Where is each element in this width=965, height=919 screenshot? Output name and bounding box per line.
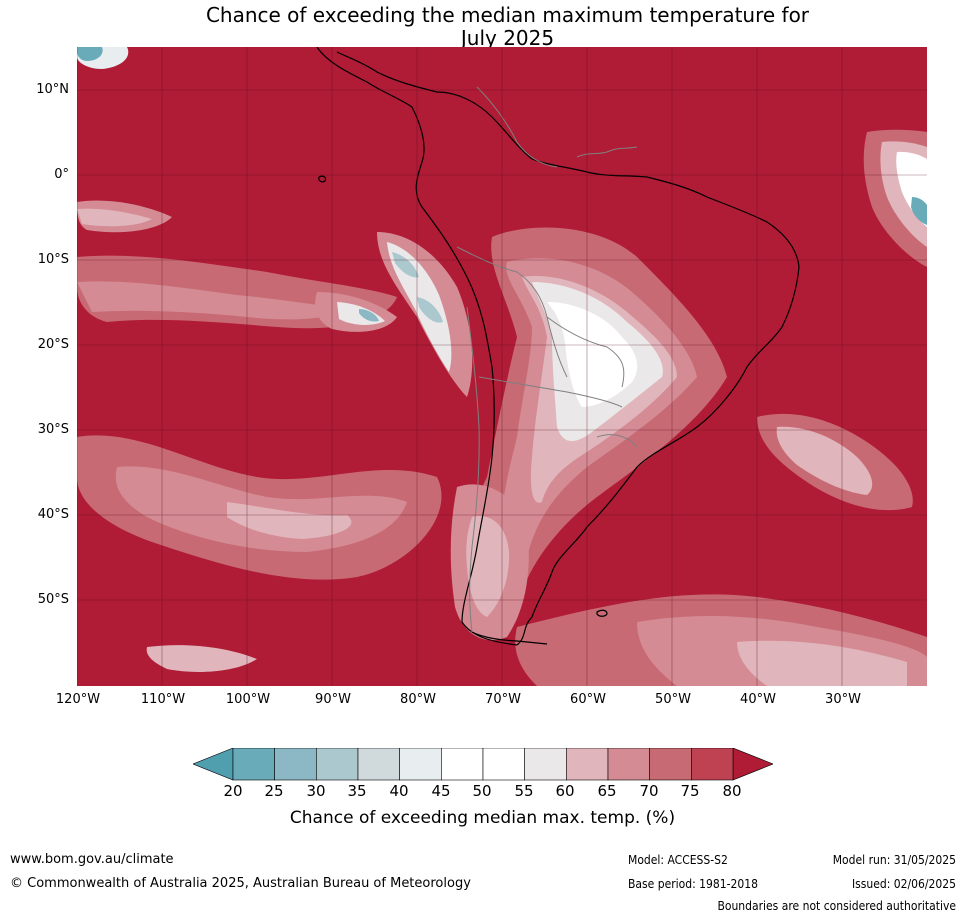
shade-southeast-band-lighter [737,640,907,686]
colorbar-tick-80: 80 [722,782,742,800]
shade-peru-coast-blue [392,252,419,278]
title-line-2: July 2025 [460,26,555,50]
colorbar-tick-65: 65 [597,782,617,800]
colorbar-segment [316,748,359,781]
colorbar-segment [441,748,484,781]
colorbar-tick-35: 35 [347,782,367,800]
lon-label-60w: 60°W [570,692,606,707]
disclaimer-text: Boundaries are not considered authoritat… [717,899,956,913]
coastline-north-caribbean [336,51,533,160]
border-guianas [576,146,638,158]
lat-label-50s: 50°S [37,592,69,607]
country-borders [456,86,638,633]
colorbar-tick-75: 75 [680,782,700,800]
lat-label-10n: 10°N [36,82,69,97]
probability-map [77,47,927,686]
coastline-falklands [596,609,608,617]
map-panel [77,47,927,686]
lon-label-70w: 70°W [485,692,521,707]
model-text: Model: ACCESS-S2 [628,853,728,867]
shade-peru-coast-blue-2 [417,297,443,323]
lon-label-110w: 110°W [140,692,186,707]
colorbar-segment [566,748,609,781]
colorbar-segment [274,748,317,781]
coastline-south-america-east [516,158,800,646]
lat-label-10s: 10°S [37,252,69,267]
colorbar-segment [649,748,692,781]
lon-label-80w: 80°W [400,692,436,707]
base-period-text: Base period: 1981-2018 [628,877,759,891]
shade-pacific-west-light [77,281,347,320]
copyright-text: © Commonwealth of Australia 2025, Austra… [10,876,471,891]
colorbar [193,748,773,781]
colorbar-segment [399,748,442,781]
colorbar-tick-70: 70 [639,782,659,800]
lat-label-0: 0° [54,167,69,182]
coastlines [316,47,800,646]
colorbar-label: Chance of exceeding median max. temp. (%… [289,808,676,828]
lon-label-40w: 40°W [740,692,776,707]
border-colombia-venezuela [476,86,558,168]
shade-nw-corner-blue [77,47,103,61]
website-link[interactable]: www.bom.gov.au/climate [10,852,174,867]
model-run-text: Model run: 31/05/2025 [832,853,956,867]
colorbar-min-arrow [193,748,234,781]
colorbar-segment [232,748,275,781]
border-brazil-west [456,246,568,378]
issued-text: Issued: 02/06/2025 [851,877,956,891]
chart-title: Chance of exceeding the median maximum t… [0,4,965,50]
shade-east-atlantic-light [776,426,873,495]
lon-label-30w: 30°W [825,692,861,707]
colorbar-segment [357,748,400,781]
lat-label-30s: 30°S [37,422,69,437]
shade-pacific-mid-blue [359,309,379,322]
shade-pacific-equator-light [77,208,152,227]
colorbar-max-arrow [732,748,773,781]
lon-label-90w: 90°W [315,692,351,707]
coastline-tierra-del-fuego [471,631,548,645]
shade-south-pacific-light [146,645,257,672]
shade-south-band-lighter [227,502,352,539]
colorbar-tick-45: 45 [431,782,451,800]
title-line-1: Chance of exceeding the median maximum t… [205,3,810,27]
colorbar-tick-50: 50 [472,782,492,800]
border-argentina-chile [466,306,480,633]
shade-patagonia-light [466,516,510,617]
shade-50-central [547,302,638,407]
colorbar-tick-40: 40 [389,782,409,800]
border-bolivia-paraguay [546,316,625,388]
colorbar-segment [482,748,525,781]
coastline-south-america-west [316,47,518,646]
probability-shading [77,47,927,686]
colorbar-segments [232,748,734,781]
colorbar-tick-25: 25 [264,782,284,800]
colorbar-tick-60: 60 [555,782,575,800]
colorbar-segment [524,748,567,781]
graticule [77,47,927,686]
colorbar-tick-30: 30 [306,782,326,800]
lat-label-40s: 40°S [37,507,69,522]
lon-label-50w: 50°W [655,692,691,707]
lat-label-20s: 20°S [37,337,69,352]
lon-label-120w: 120°W [55,692,101,707]
lon-label-100w: 100°W [225,692,271,707]
colorbar-segment [691,748,734,781]
border-uruguay [596,434,638,448]
coastline-galapagos [318,175,327,183]
shade-ne-atlantic-blue [911,197,927,225]
colorbar-tick-55: 55 [514,782,534,800]
colorbar-tick-20: 20 [223,782,243,800]
colorbar-segment [607,748,650,781]
